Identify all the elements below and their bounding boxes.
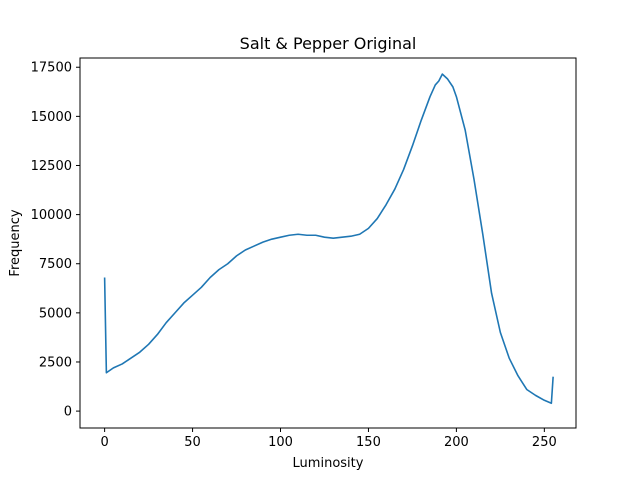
x-tick-label: 50 [184, 435, 201, 450]
y-tick-label: 12500 [31, 159, 72, 174]
y-tick-label: 7500 [39, 257, 72, 272]
y-tick-label: 2500 [39, 355, 72, 370]
x-tick-label: 0 [100, 435, 108, 450]
x-axis-label: Luminosity [293, 456, 364, 471]
y-tick-label: 17500 [31, 61, 72, 76]
axes-frame [79, 57, 577, 429]
y-axis: 0 2500 5000 7500 10000 12500 15000 17500 [31, 61, 80, 420]
x-tick-label: 150 [356, 435, 381, 450]
series-line-0 [103, 73, 554, 405]
x-tick-label: 200 [444, 435, 469, 450]
y-tick-label: 10000 [31, 208, 72, 223]
x-axis: 0 50 100 150 200 250 [100, 428, 557, 450]
y-axis-label: Frequency [8, 209, 23, 276]
x-tick-label: 100 [268, 435, 293, 450]
y-tick-label: 5000 [39, 306, 72, 321]
x-tick-label: 250 [532, 435, 557, 450]
y-tick-label: 15000 [31, 110, 72, 125]
y-tick-label: 0 [64, 405, 72, 420]
plot-area [103, 73, 554, 405]
chart-title: Salt & Pepper Original [240, 34, 417, 53]
